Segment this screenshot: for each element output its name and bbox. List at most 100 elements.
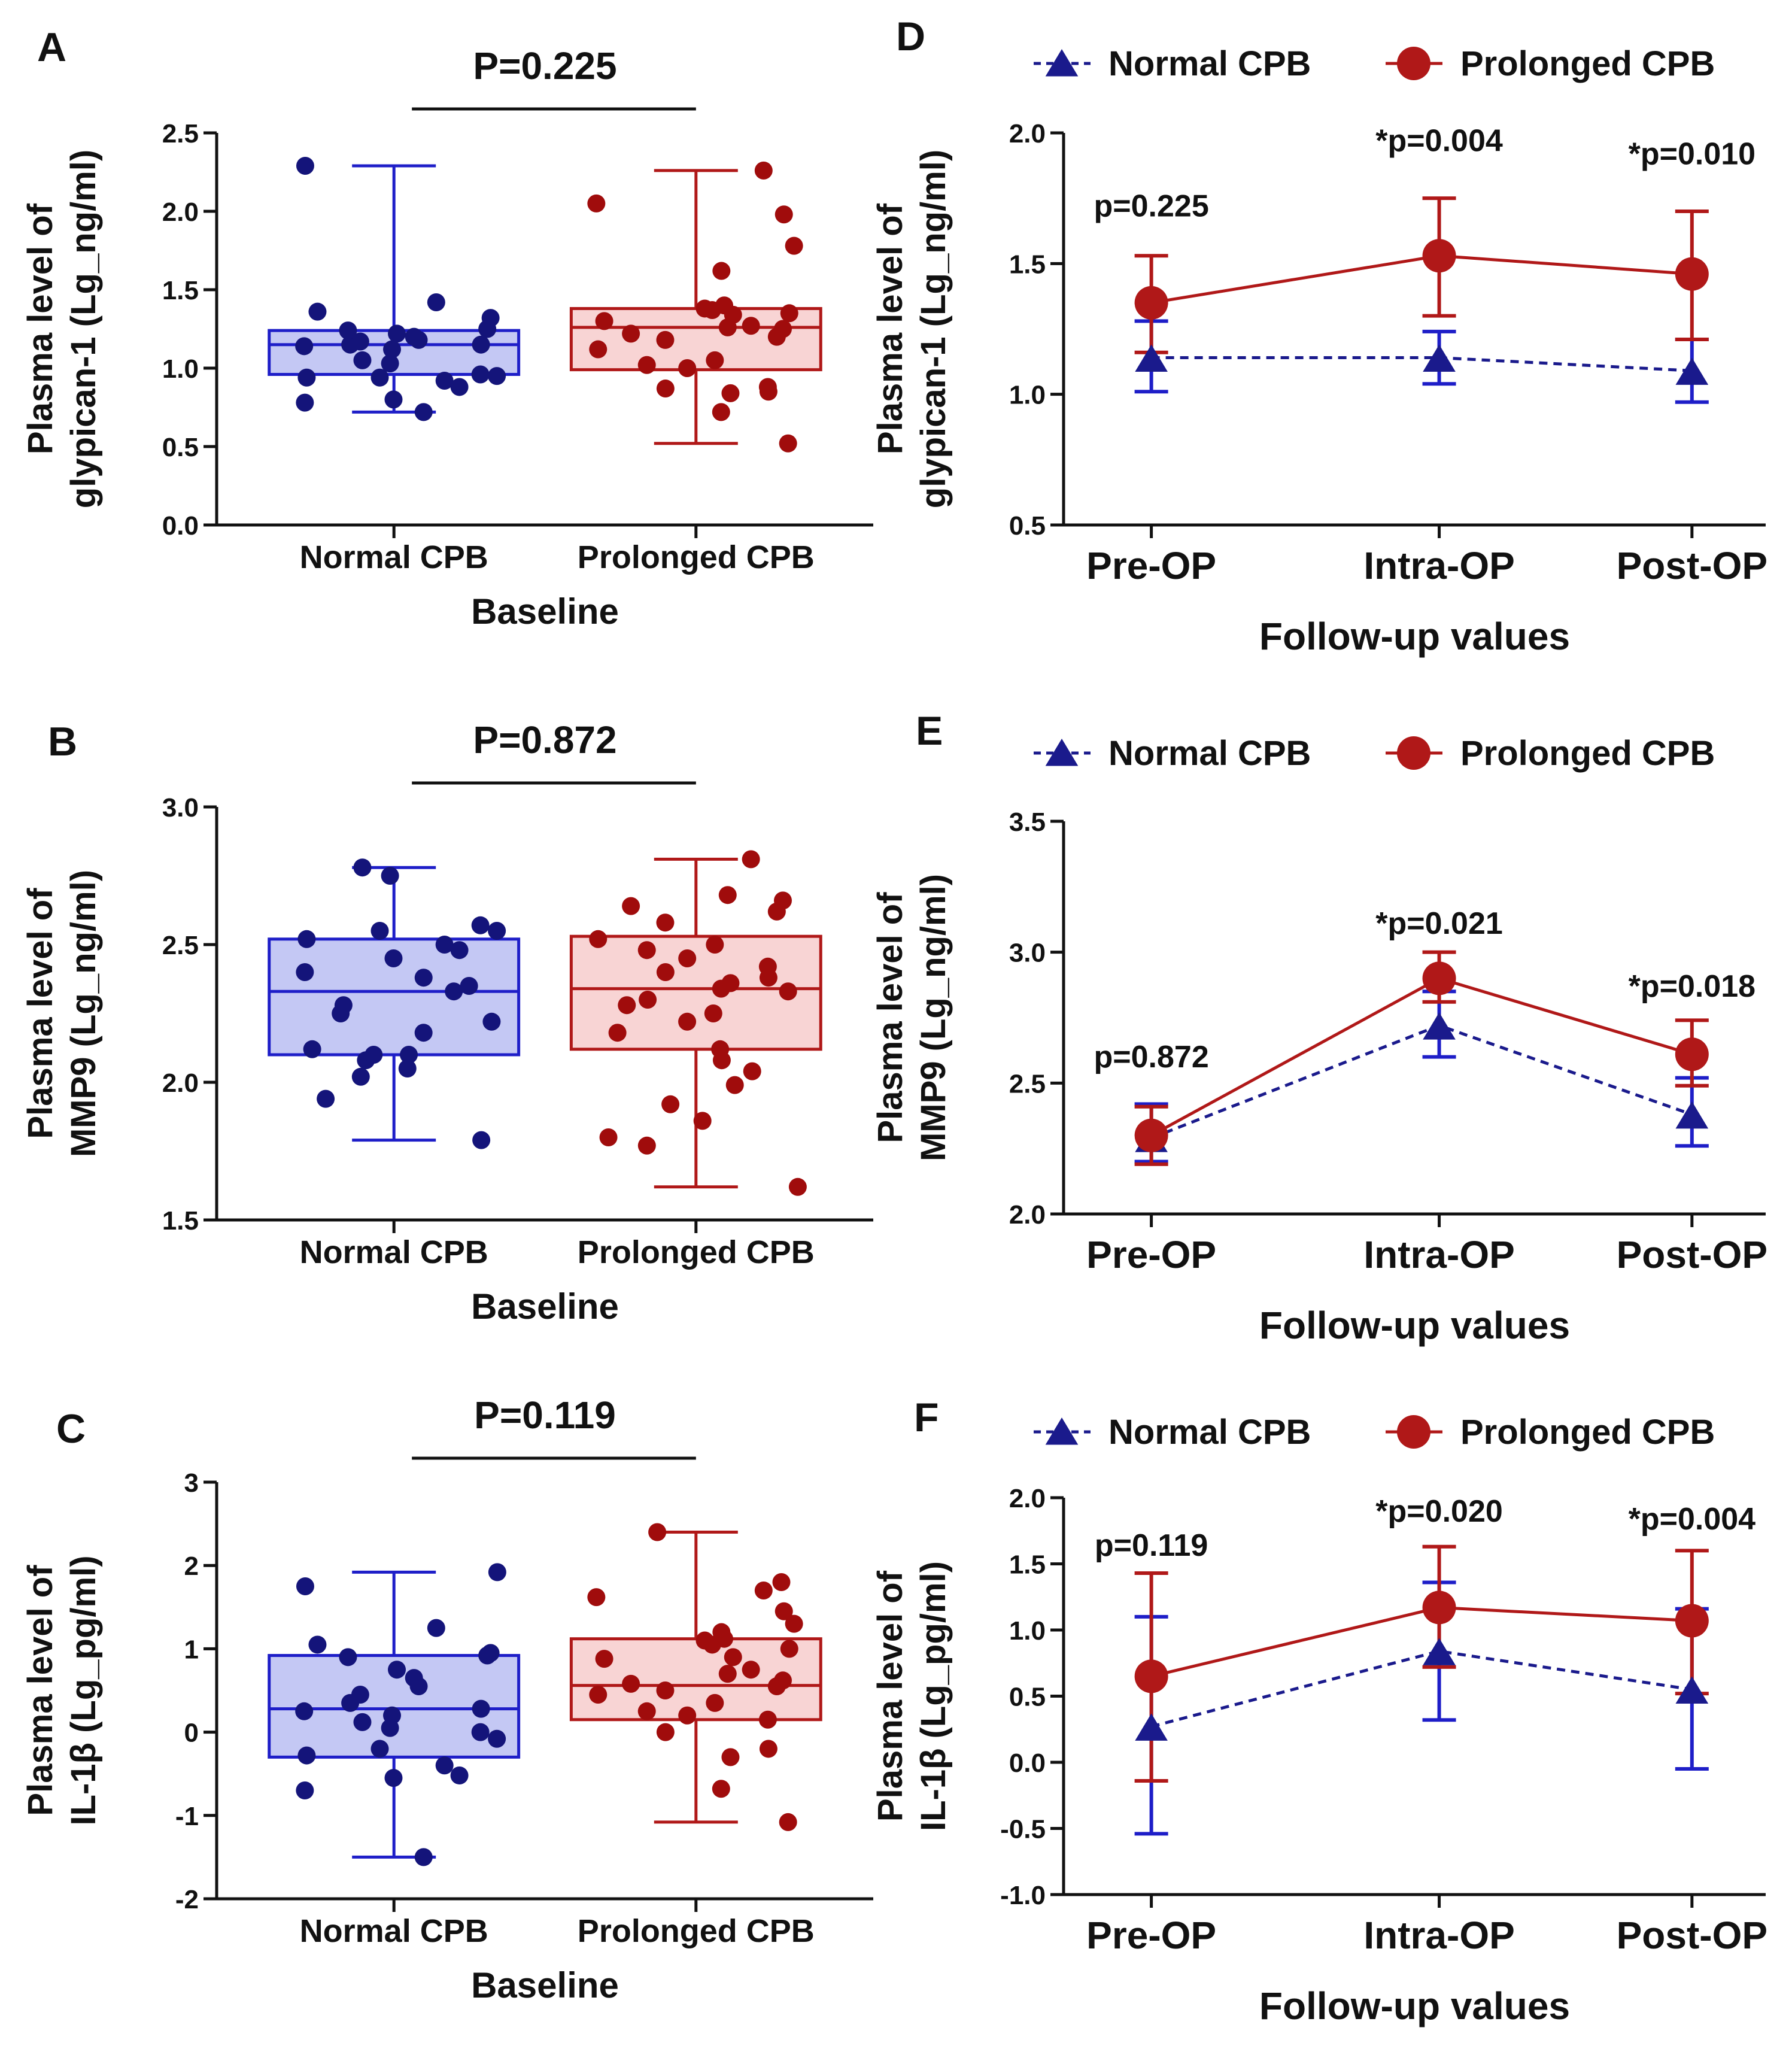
data-point <box>724 1648 742 1667</box>
data-point <box>351 1685 369 1704</box>
data-point <box>648 1523 667 1541</box>
p-value-annotation: *p=0.004 <box>1375 124 1503 159</box>
y-tick-label: 0.5 <box>1009 1683 1046 1712</box>
p-value-annotation: *p=0.021 <box>1375 906 1503 941</box>
panel-d-plot: 0.5 1.0 1.5 2.0 Plasma level of glypican-1 (L… <box>871 44 1767 658</box>
panel-b: B 1.5 2.0 2.5 3.0 Plasma level of MMP9 (Lg_ng… <box>21 718 873 1327</box>
y-tick-label: 0.0 <box>162 511 199 541</box>
legend-marker-normal <box>1045 1417 1079 1445</box>
legend-marker-prolonged <box>1397 1415 1430 1449</box>
legend-marker-normal <box>1045 49 1079 77</box>
y-tick-label: 2.0 <box>1009 119 1046 148</box>
data-point <box>712 403 730 421</box>
y-tick-label: 2 <box>184 1552 199 1581</box>
data-point <box>1134 1118 1168 1152</box>
data-point <box>678 1706 697 1725</box>
data-point <box>435 371 454 390</box>
data-point <box>639 991 657 1009</box>
y-axis-label-line1: Plasma level of <box>21 203 60 454</box>
data-point <box>471 1723 490 1741</box>
y-tick-label: 2.5 <box>162 931 199 960</box>
data-point <box>471 365 490 384</box>
y-tick-label: -0.5 <box>1000 1815 1046 1844</box>
x-axis-label: Follow-up values <box>1259 1304 1570 1347</box>
data-point <box>388 324 406 343</box>
data-point <box>622 897 640 915</box>
data-point <box>1675 1604 1709 1638</box>
data-point <box>384 949 403 967</box>
data-point <box>715 296 734 315</box>
data-point <box>773 891 792 910</box>
data-point <box>296 157 314 175</box>
data-point <box>353 1713 372 1731</box>
data-point <box>718 886 737 904</box>
y-tick-label: 1.0 <box>162 354 199 384</box>
data-point <box>405 1669 423 1687</box>
data-point <box>297 1746 316 1765</box>
data-point <box>678 359 697 377</box>
data-point <box>481 309 500 327</box>
data-point <box>445 982 463 1001</box>
data-point <box>718 1665 737 1683</box>
data-point <box>772 1573 791 1592</box>
data-point <box>297 368 316 387</box>
data-point <box>785 236 803 255</box>
p-value-label: P=0.225 <box>473 44 616 87</box>
y-tick-label: 2.0 <box>1009 1484 1046 1513</box>
data-point <box>622 1674 640 1693</box>
data-point <box>303 1040 321 1058</box>
y-tick-label: 1.5 <box>162 1206 199 1236</box>
data-point <box>370 922 389 940</box>
data-point <box>460 977 478 995</box>
data-point <box>370 1740 389 1758</box>
data-point <box>450 1766 469 1784</box>
x-category-label: Pre-OP <box>1086 544 1216 587</box>
y-tick-label: 2.5 <box>162 119 199 148</box>
data-point <box>472 1131 491 1149</box>
y-tick-label: 1 <box>184 1635 199 1664</box>
panel-c-plot: -2 -1 0 1 2 3 Plasma level of IL-1β (Lg_pg/ml) N… <box>21 1394 873 2005</box>
data-point <box>296 1577 314 1595</box>
data-point <box>405 327 423 346</box>
data-point <box>1423 344 1456 372</box>
data-point <box>656 1723 675 1741</box>
data-point <box>1675 1037 1709 1072</box>
data-point <box>482 1012 501 1031</box>
data-point <box>353 351 372 369</box>
data-point <box>754 1581 773 1599</box>
data-point <box>599 1128 618 1146</box>
data-point <box>595 1650 613 1668</box>
y-axis-label-line2: MMP9 (Lg_ng/ml) <box>64 870 103 1157</box>
y-axis-label-line2: glypican-1 (Lg_ng/ml) <box>64 150 103 508</box>
data-point <box>706 936 724 954</box>
data-point <box>758 378 777 396</box>
data-point <box>388 1661 406 1679</box>
data-point <box>1423 1012 1456 1040</box>
data-point <box>488 922 506 940</box>
x-category-label: Normal CPB <box>300 1234 488 1270</box>
legend-label-prolonged: Prolonged CPB <box>1460 734 1715 773</box>
data-point <box>308 302 327 321</box>
data-point <box>381 867 399 885</box>
x-category-label: Intra-OP <box>1363 544 1514 587</box>
data-point <box>1675 1101 1709 1129</box>
data-point <box>351 332 369 351</box>
y-axis-label-line2: MMP9 (Lg_ng/ml) <box>914 874 953 1161</box>
p-value-label: P=0.119 <box>474 1394 616 1437</box>
x-axis-label: Baseline <box>471 1286 619 1327</box>
data-point <box>383 1706 402 1725</box>
p-value-annotation: p=0.225 <box>1094 189 1208 224</box>
data-point <box>1675 257 1709 291</box>
legend-marker-normal <box>1045 739 1079 766</box>
y-tick-label: 0.5 <box>162 433 199 462</box>
data-point <box>1134 286 1168 320</box>
panel-f: F -1.0 -0.5 0.0 0.5 1.0 1.5 2.0 Plasma level of… <box>871 1395 1767 2027</box>
data-point <box>488 367 506 386</box>
y-tick-label: 1.5 <box>1009 250 1046 279</box>
data-point <box>414 1024 433 1042</box>
data-point <box>742 850 760 869</box>
data-point <box>472 335 490 354</box>
data-point <box>339 1648 357 1667</box>
panel-letter-b: B <box>48 719 77 764</box>
data-point <box>712 1780 730 1798</box>
